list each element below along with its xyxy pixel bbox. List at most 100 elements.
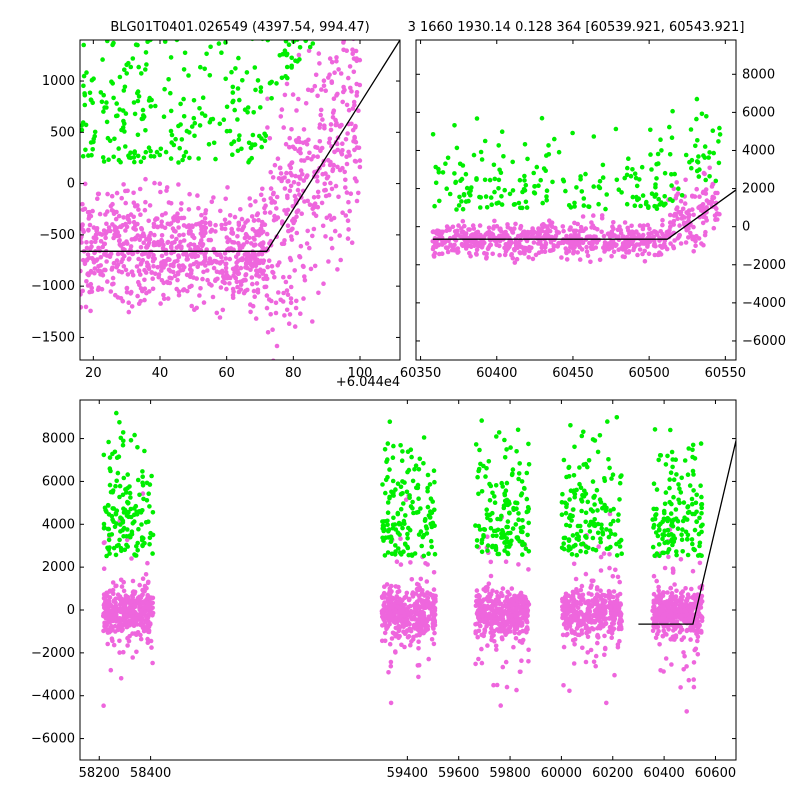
baseline-point — [397, 614, 402, 620]
flux-point — [390, 525, 396, 531]
flux-point — [574, 531, 580, 537]
baseline-point — [331, 96, 337, 101]
baseline-point — [473, 630, 479, 636]
baseline-point — [675, 216, 680, 221]
baseline-point — [438, 232, 444, 237]
flux-point — [389, 489, 394, 495]
flux-point — [386, 527, 392, 532]
baseline-point — [233, 254, 239, 260]
flux-point — [488, 525, 494, 531]
baseline-point — [204, 247, 209, 252]
flux-point — [235, 148, 241, 154]
flux-point — [617, 480, 623, 486]
flux-point — [186, 73, 191, 78]
baseline-point — [150, 258, 156, 264]
baseline-point — [482, 250, 487, 256]
flux-point — [484, 205, 490, 210]
baseline-point — [304, 241, 310, 246]
baseline-point — [334, 59, 339, 64]
baseline-point — [520, 620, 525, 626]
flux-point — [419, 543, 425, 549]
baseline-point — [223, 269, 229, 275]
baseline-point — [147, 203, 153, 208]
baseline-point — [351, 69, 357, 75]
flux-point — [592, 517, 597, 522]
baseline-point — [321, 78, 327, 83]
baseline-point — [433, 593, 438, 599]
baseline-point — [420, 598, 425, 603]
flux-point — [508, 445, 513, 450]
baseline-point — [594, 587, 600, 592]
flux-point — [571, 507, 576, 512]
baseline-point — [543, 240, 549, 246]
flux-point — [453, 180, 458, 186]
baseline-point — [487, 605, 492, 610]
flux-point — [481, 527, 487, 532]
baseline-point — [402, 612, 407, 618]
baseline-point — [597, 603, 602, 609]
baseline-point — [191, 275, 196, 280]
flux-point — [270, 15, 275, 20]
baseline-point — [214, 310, 220, 316]
baseline-point — [488, 559, 494, 565]
baseline-point — [110, 222, 115, 227]
flux-point — [707, 150, 712, 155]
flux-point — [398, 521, 404, 527]
baseline-point — [625, 225, 630, 231]
flux-point — [585, 499, 591, 505]
flux-point — [501, 505, 507, 511]
baseline-point — [595, 632, 600, 638]
baseline-point — [258, 269, 264, 274]
baseline-point — [590, 619, 596, 625]
flux-point — [418, 506, 423, 511]
baseline-point — [338, 71, 344, 76]
baseline-point — [178, 268, 183, 273]
flux-point — [132, 519, 137, 524]
baseline-point — [130, 599, 136, 604]
baseline-point — [130, 631, 135, 636]
flux-point — [307, 0, 312, 1]
flux-point — [399, 552, 404, 557]
baseline-point — [513, 221, 518, 227]
flux-point — [284, 64, 290, 70]
baseline-point — [441, 239, 447, 245]
baseline-point — [260, 186, 265, 192]
flux-point — [523, 182, 529, 188]
baseline-point — [346, 149, 351, 155]
flux-point — [140, 474, 145, 480]
flux-point — [107, 455, 113, 460]
baseline-point — [579, 628, 585, 633]
flux-point — [426, 551, 431, 556]
baseline-point — [251, 218, 257, 223]
baseline-point — [267, 136, 273, 141]
baseline-point — [507, 244, 512, 250]
baseline-point — [316, 51, 322, 56]
baseline-point — [714, 206, 719, 211]
x-tick-label: 60 — [218, 366, 235, 381]
baseline-point — [575, 632, 581, 638]
baseline-point — [384, 582, 390, 587]
baseline-point — [197, 293, 202, 298]
baseline-point — [683, 240, 689, 245]
baseline-point — [231, 273, 236, 278]
flux-point — [416, 496, 421, 502]
baseline-point — [289, 127, 294, 132]
baseline-point — [277, 260, 282, 265]
flux-point — [400, 449, 405, 454]
baseline-point — [84, 240, 89, 245]
baseline-point — [159, 212, 165, 218]
flux-point — [242, 13, 247, 18]
baseline-point — [294, 108, 299, 113]
baseline-point — [479, 660, 485, 666]
baseline-point — [112, 232, 117, 237]
baseline-point — [473, 603, 479, 608]
baseline-point — [617, 610, 623, 615]
baseline-point — [503, 620, 508, 625]
baseline-point — [181, 232, 186, 238]
baseline-point — [186, 207, 192, 212]
baseline-point — [262, 205, 267, 211]
baseline-point — [293, 305, 299, 311]
flux-point — [229, 69, 234, 75]
flux-point — [569, 552, 575, 557]
flux-point — [289, 55, 295, 61]
